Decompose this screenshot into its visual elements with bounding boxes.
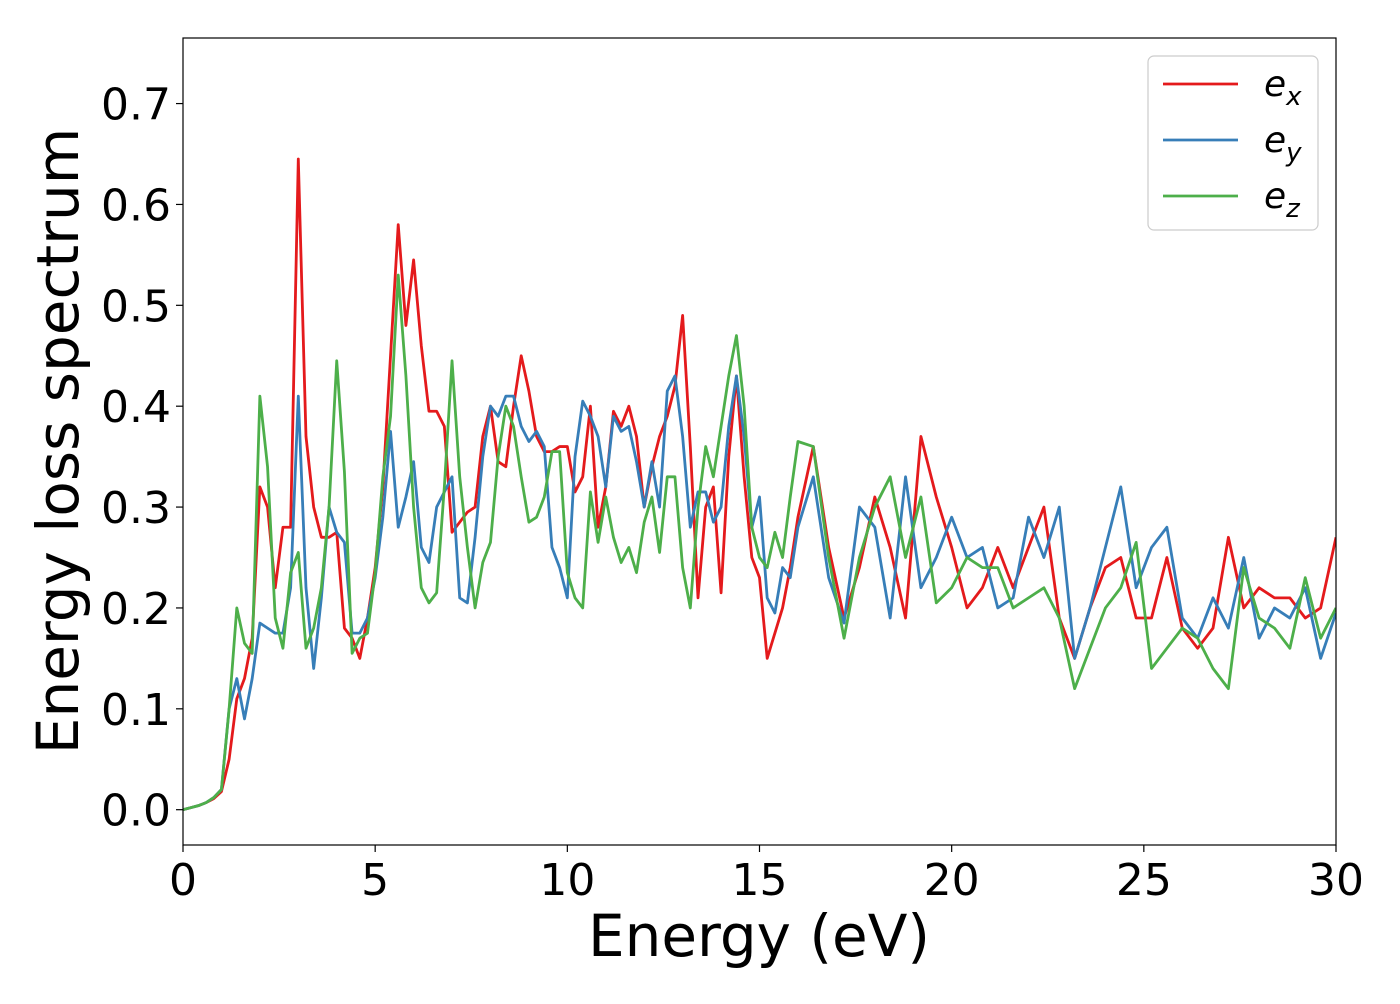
legend-subscript: y [1285, 138, 1302, 168]
y-tick-label: 0.7 [101, 80, 171, 131]
x-tick-label: 0 [169, 855, 197, 906]
legend-label: ey [1264, 120, 1302, 168]
legend-subscript: x [1285, 82, 1302, 112]
plot-frame [182, 37, 1337, 846]
y-tick-label: 0.1 [101, 685, 171, 736]
legend-name: e [1264, 64, 1286, 105]
legend-box [1147, 55, 1319, 231]
legend-name: e [1264, 120, 1286, 161]
y-axis-label: Energy loss spectrum [24, 128, 92, 754]
legend-label: ex [1264, 64, 1302, 112]
legend-subscript: z [1285, 194, 1301, 224]
data-line [183, 157, 1336, 812]
data-line [183, 374, 1336, 812]
y-tick-label: 0.6 [101, 180, 171, 231]
x-tick-label: 20 [924, 855, 980, 906]
legend-name: e [1264, 176, 1286, 217]
x-tick-label: 30 [1308, 855, 1364, 906]
y-tick-label: 0.2 [101, 584, 171, 635]
x-tick-label: 10 [539, 855, 595, 906]
x-tick-label: 15 [732, 855, 788, 906]
x-axis-label: Energy (eV) [588, 902, 930, 970]
x-tick-label: 5 [361, 855, 389, 906]
y-tick-label: 0.4 [101, 382, 171, 433]
legend-label: ez [1264, 176, 1301, 224]
y-tick-label: 0.0 [101, 786, 171, 837]
data-line [183, 273, 1336, 812]
y-tick-label: 0.3 [101, 483, 171, 534]
y-tick-label: 0.5 [101, 281, 171, 332]
x-tick-label: 25 [1116, 855, 1172, 906]
